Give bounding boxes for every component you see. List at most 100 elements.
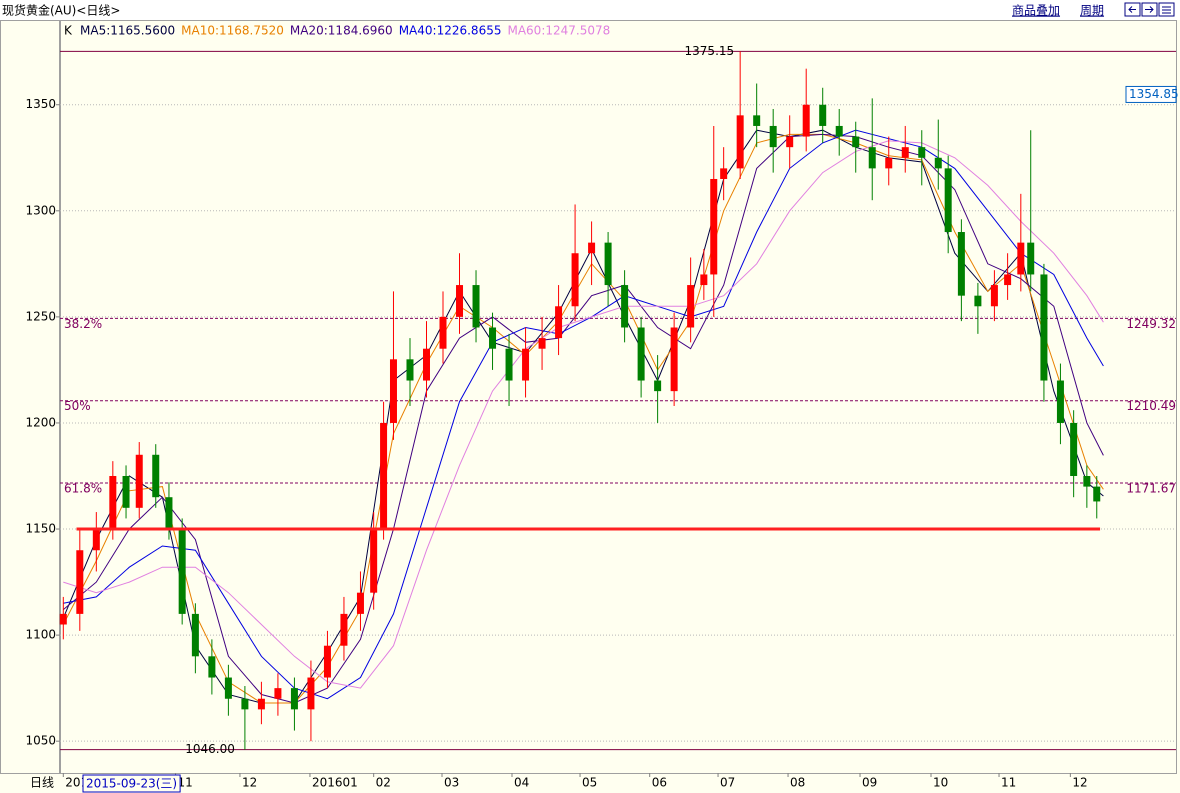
candle-body [165, 497, 173, 530]
low-label: 1046.00 [185, 742, 235, 756]
x-tick-label: 08 [790, 776, 805, 790]
candle-body [109, 475, 117, 530]
candle-body [819, 104, 827, 126]
period-label: 日线 [30, 776, 54, 790]
icon-right[interactable] [1141, 2, 1158, 17]
candle-body [522, 348, 530, 381]
candle-body [1040, 274, 1048, 381]
candle-body [974, 295, 982, 307]
x-tick-label: 12 [242, 776, 257, 790]
level-value: 1249.32 [1126, 317, 1176, 331]
x-tick-label: 02 [376, 776, 391, 790]
level-value: 1171.67 [1126, 482, 1176, 496]
level-label: 50% [64, 399, 91, 413]
candle-body [555, 306, 563, 339]
candle-body [208, 656, 216, 678]
candle-body [389, 359, 397, 423]
candle-body [957, 232, 965, 296]
overlay-button[interactable]: 商品叠加 [1012, 3, 1060, 18]
plot-frame [60, 20, 1177, 774]
y-tick-label: 1050 [25, 734, 56, 748]
candle-body [191, 613, 199, 657]
candle-body [340, 613, 348, 646]
candle-body [380, 422, 388, 530]
candle-body [700, 274, 708, 286]
candle-body [621, 285, 629, 328]
candle-body [1083, 475, 1091, 487]
candle-body [835, 125, 843, 137]
candle-body [885, 157, 893, 169]
candle-body [422, 348, 430, 381]
candle-body [1093, 486, 1101, 502]
x-tick-label: 05 [582, 776, 597, 790]
candle-body [901, 147, 909, 158]
header-title: 现货黄金(AU)<日线> [2, 3, 120, 18]
icon-glyphs [1128, 6, 1171, 14]
y-tick-label: 1350 [25, 97, 56, 111]
candle-body [990, 285, 998, 307]
candle-body [257, 698, 265, 710]
candle-body [802, 104, 810, 137]
level-label: 61.8% [64, 482, 102, 496]
candle-body [710, 178, 718, 275]
ma-line [62, 133, 1104, 704]
candle-body [1056, 380, 1064, 423]
x-tick-label: 03 [444, 776, 459, 790]
cursor-date-box [82, 774, 181, 793]
candle-body [135, 454, 143, 508]
legend-entry: MA40:1226.8655 [399, 24, 502, 38]
candle-body [152, 454, 160, 498]
x-tick-label: 09 [862, 776, 877, 790]
candle-body [720, 168, 728, 179]
icon-left[interactable] [1124, 2, 1141, 17]
candle-body [323, 645, 331, 678]
candle-body [224, 677, 232, 699]
candle-body [769, 125, 777, 148]
candle-body [1004, 274, 1012, 286]
candle-body [604, 242, 612, 286]
candle-body [356, 592, 364, 614]
x-tick-label: 06 [652, 776, 667, 790]
candle-body [753, 115, 761, 126]
period-button[interactable]: 周期 [1080, 4, 1104, 18]
y-tick-label: 1150 [25, 522, 56, 536]
legend-entry: MA20:1184.6960 [290, 24, 393, 38]
candle-body [122, 475, 130, 508]
candle-body [505, 348, 513, 381]
cursor-date: 2015-09-23(三) [86, 777, 177, 791]
high-label: 1375.15 [685, 44, 735, 58]
candle-body [1027, 242, 1035, 275]
candle-body [571, 253, 579, 307]
legend-prefix: K [64, 24, 73, 38]
candle-body [786, 136, 794, 148]
candle-body [934, 157, 942, 169]
x-tick-label: 12 [1072, 776, 1087, 790]
candle-body [178, 529, 186, 614]
level-label: 38.2% [64, 317, 102, 331]
candle-body [654, 380, 662, 392]
candle-body [406, 359, 414, 381]
nav-icons[interactable] [1124, 2, 1175, 17]
legend-entry: MA10:1168.7520 [181, 24, 284, 38]
icon-menu[interactable] [1158, 2, 1175, 17]
legend-entry: MA5:1165.5600 [80, 24, 175, 38]
candle-body [736, 115, 744, 169]
candle-body [1070, 422, 1078, 476]
x-tick-label: 201601 [312, 776, 358, 790]
candle-body [588, 242, 596, 254]
x-tick-label: 10 [933, 776, 948, 790]
candle-body [538, 338, 546, 349]
header-bar [0, 0, 1180, 20]
x-tick-label: 11 [178, 776, 193, 790]
candle-body [472, 285, 480, 328]
candle-body [439, 316, 447, 349]
candle-body [918, 147, 926, 158]
price-marker: 1354.85 [1129, 87, 1179, 101]
x-tick-label: 04 [514, 776, 529, 790]
x-tick-label: 11 [1001, 776, 1016, 790]
x-tick-label: 07 [720, 776, 735, 790]
candle-body [944, 168, 952, 233]
